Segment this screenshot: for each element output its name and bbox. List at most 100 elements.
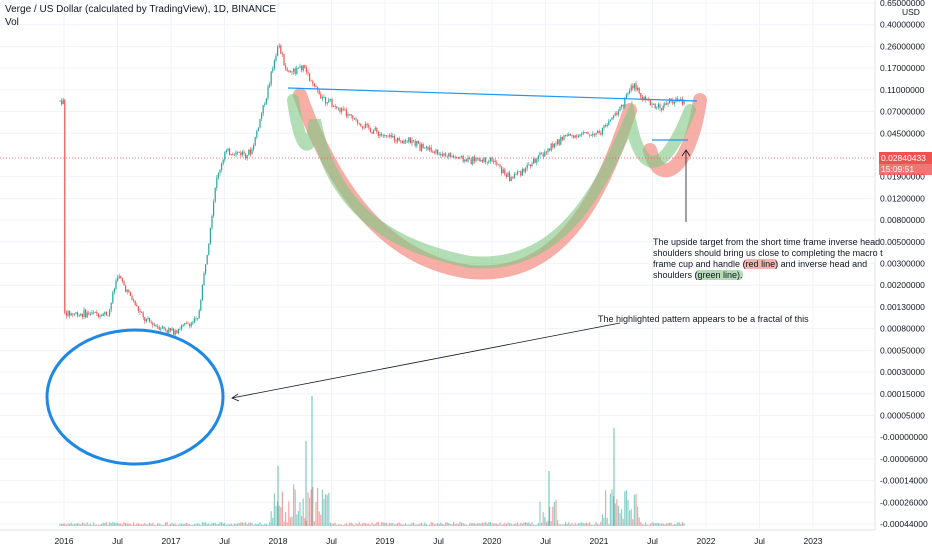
volume-bar	[326, 494, 328, 526]
candle-body	[357, 119, 359, 124]
candle-body	[440, 153, 442, 155]
candle-body	[208, 243, 210, 255]
candle-body	[457, 157, 459, 159]
arrow-head-icon	[231, 393, 240, 402]
candle-body	[110, 302, 112, 310]
candle-body	[109, 309, 111, 316]
volume-bar	[606, 517, 608, 526]
candle-body	[489, 157, 491, 162]
volume-bar	[518, 524, 520, 526]
candle-body	[587, 132, 589, 135]
candle-body	[69, 310, 71, 316]
candle-body	[137, 306, 139, 311]
volume-bar	[371, 522, 373, 526]
candle-body	[472, 156, 474, 165]
volume-bar	[181, 523, 183, 526]
price-tick-label: 0.07000000	[880, 107, 925, 117]
time-tick-label: 2022	[697, 536, 716, 546]
candle-body	[291, 71, 293, 73]
volume-bar	[262, 524, 264, 526]
candle-body	[331, 99, 333, 107]
price-tick-label: 0.00005000	[880, 410, 925, 420]
volume-bar	[152, 522, 154, 526]
volume-bar	[357, 524, 359, 526]
candle-body	[430, 147, 432, 152]
price-tick-label: 0.40000000	[880, 20, 925, 30]
volume-bar	[582, 522, 584, 526]
volume-bar	[349, 522, 351, 526]
candle-body	[533, 158, 535, 164]
volume-bar	[393, 524, 395, 526]
volume-bar	[259, 522, 261, 526]
volume-bar	[595, 522, 597, 526]
volume-bar	[160, 524, 162, 526]
volume-bar	[504, 522, 506, 526]
volume-bar	[261, 524, 263, 526]
candle-body	[557, 139, 559, 145]
volume-bar	[353, 524, 355, 526]
candle-body	[313, 83, 315, 87]
candle-body	[449, 153, 451, 157]
candle-body	[294, 68, 296, 74]
volume-bar	[277, 466, 279, 526]
volume-bar	[461, 522, 463, 526]
volume-bar	[201, 522, 203, 526]
volume-bar	[665, 523, 667, 526]
volume-bar	[405, 523, 407, 526]
candle-body	[673, 101, 675, 104]
volume-bar	[144, 523, 146, 526]
volume-bar	[507, 522, 509, 526]
volume-bar	[161, 524, 163, 526]
target-annotation: The upside target from the short time fr…	[653, 237, 883, 281]
volume-bar	[225, 524, 227, 526]
candle-body	[262, 105, 264, 114]
candle-body	[165, 328, 167, 330]
candle-body	[347, 114, 349, 117]
volume-bar	[205, 522, 207, 526]
volume-bar	[529, 523, 531, 526]
price-tick-label: -0.00026000	[880, 497, 928, 507]
volume-bar	[382, 522, 384, 526]
volume-bar	[118, 523, 120, 526]
candle-body	[187, 323, 189, 325]
inverse-hs-green-line	[287, 94, 696, 269]
volume-bar	[497, 524, 499, 526]
volume-bar	[558, 524, 560, 526]
volume-bar	[493, 523, 495, 526]
candle-body	[670, 98, 672, 101]
price-axis[interactable]: 0.65000000 0.40000000 0.26000000 0.17000000…	[880, 0, 928, 529]
candle-body	[281, 53, 283, 55]
candle-body	[581, 134, 583, 136]
candle-body	[333, 106, 335, 107]
volume-bar	[288, 501, 290, 526]
candle-body	[369, 127, 371, 133]
candle-body	[416, 140, 418, 146]
price-tick-label: -0.00006000	[880, 454, 928, 464]
time-axis[interactable]: 2016 Jul 2017 Jul 2018 Jul 2019 Jul 2020 Jul 2021 J…	[55, 536, 823, 546]
volume-bar	[158, 523, 160, 526]
time-tick-label: 2021	[590, 536, 609, 546]
volume-bar	[475, 523, 477, 526]
candle-body	[96, 312, 98, 314]
candle-body	[461, 155, 463, 157]
volume-bar	[417, 524, 419, 526]
volume-bar	[342, 524, 344, 526]
volume-bar	[517, 522, 519, 526]
candle-body	[221, 163, 223, 170]
volume-bar	[664, 524, 666, 526]
candle-body	[299, 66, 301, 68]
volume-bar	[192, 524, 194, 526]
volume-bar	[305, 441, 307, 526]
candle-body	[398, 138, 400, 141]
candle-body	[624, 98, 626, 107]
candle-body	[397, 138, 399, 142]
volume-bar	[134, 524, 136, 526]
volume-bar	[509, 523, 511, 526]
volume-bar	[249, 522, 251, 526]
candle-body	[73, 313, 75, 315]
volume-bar	[409, 524, 411, 526]
volume-bar	[489, 522, 491, 526]
candle-body	[211, 215, 213, 229]
volume-bar	[293, 484, 295, 526]
